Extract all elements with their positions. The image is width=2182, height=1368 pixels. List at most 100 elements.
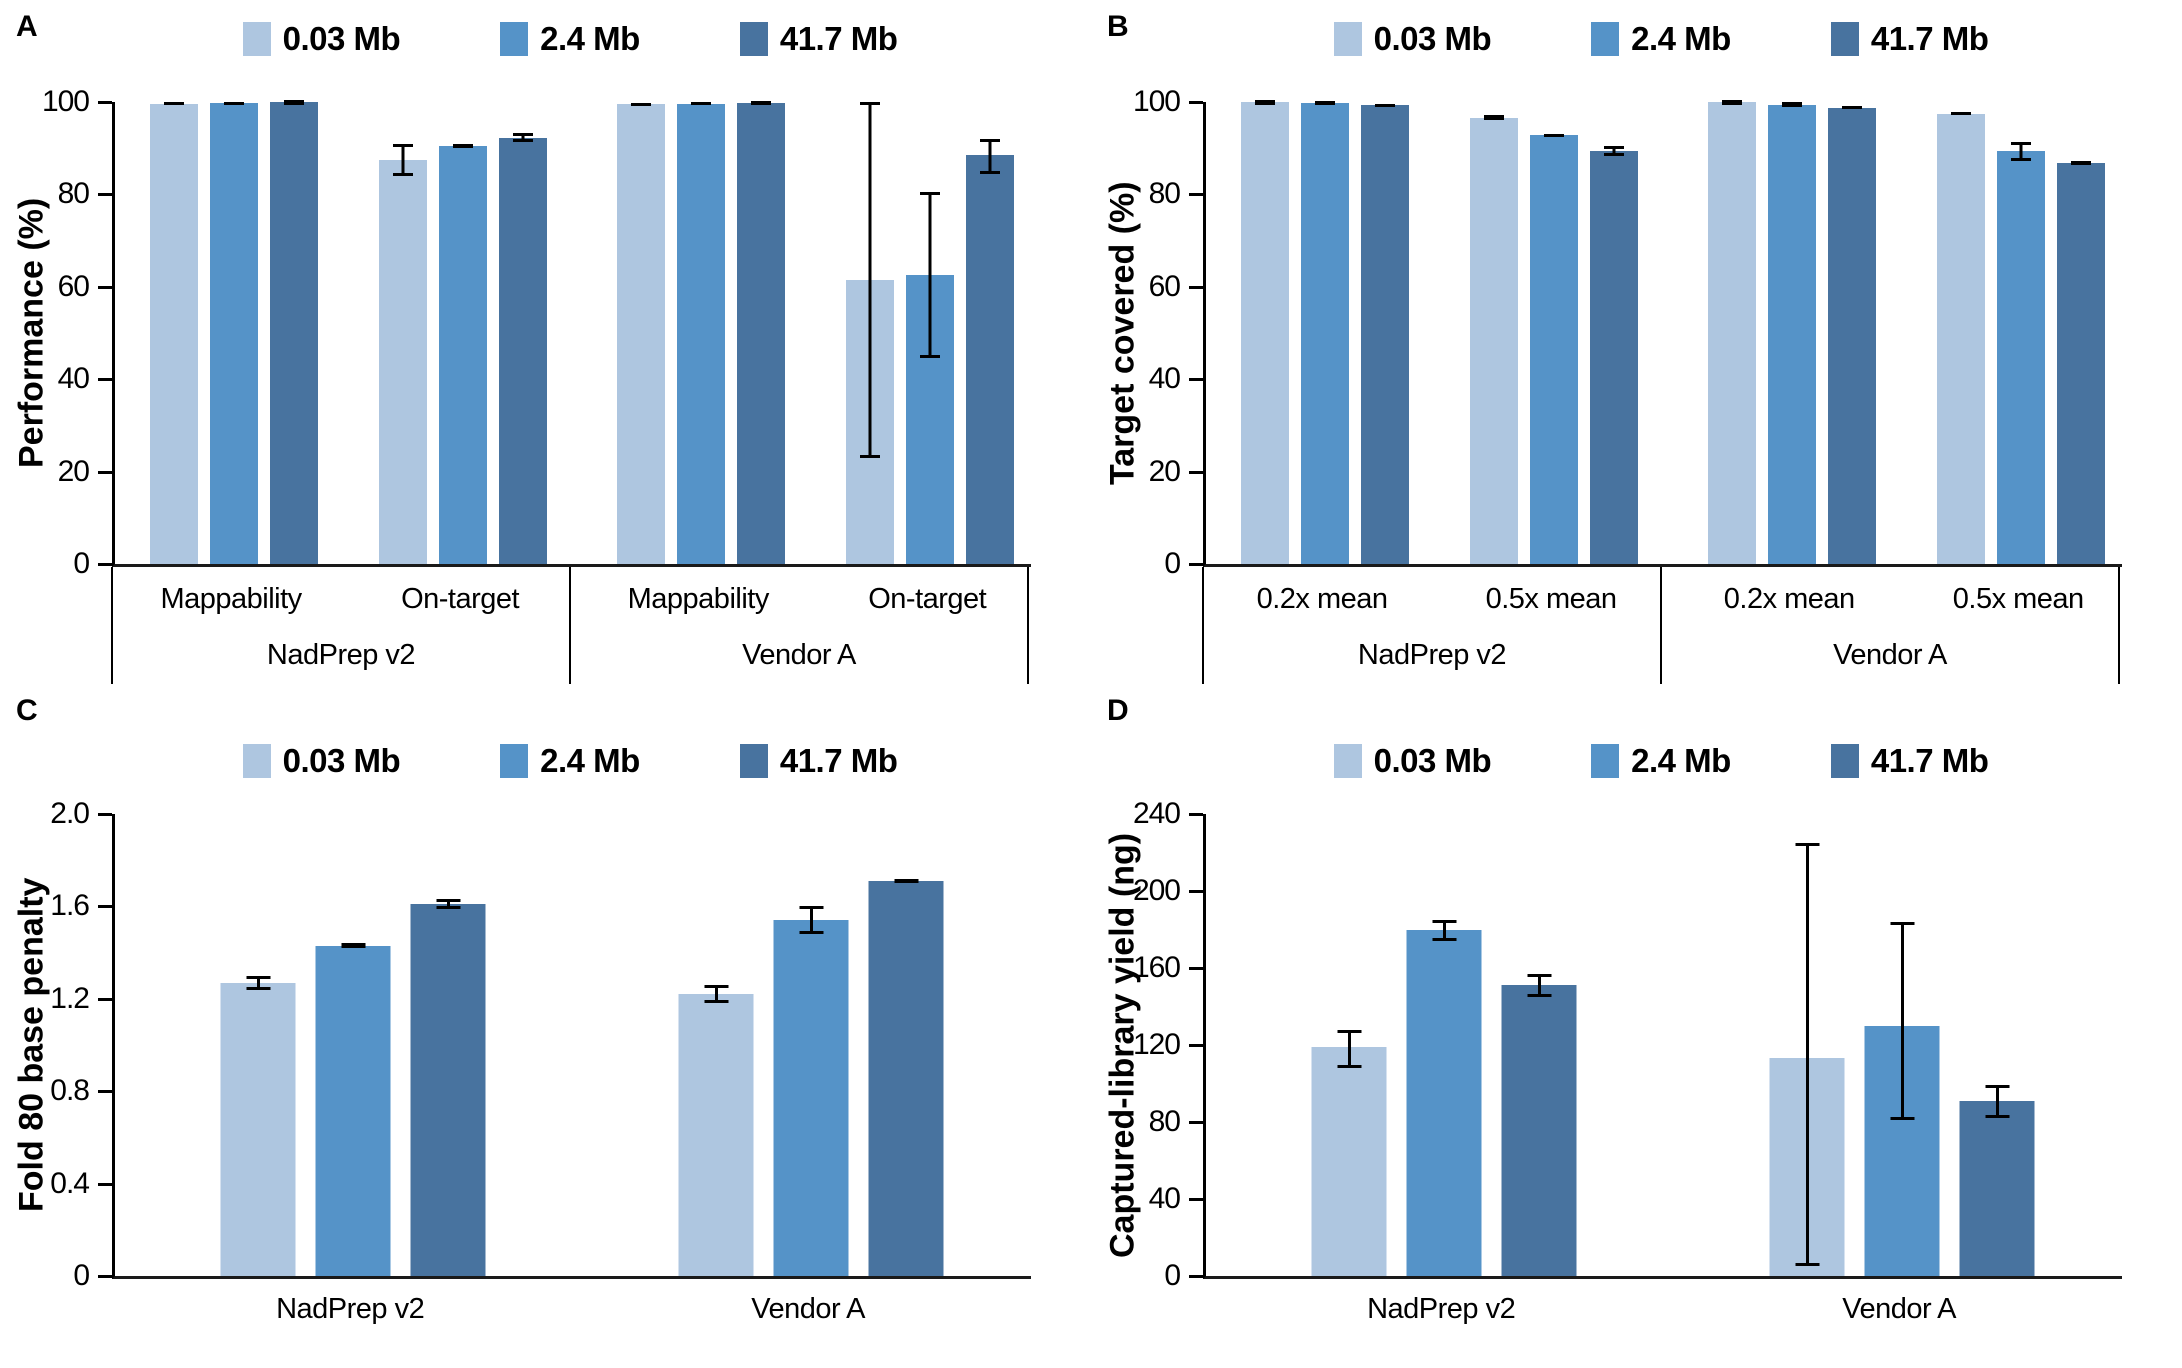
- group-label: NadPrep v2: [1357, 639, 1507, 671]
- error-bar-cap-top: [453, 143, 474, 147]
- bar-2-4-mb: [1301, 102, 1350, 564]
- bar-cluster: [1241, 99, 1410, 564]
- subgroup-label: 0.5x mean: [1952, 583, 2084, 615]
- y-axis-title: Fold 80 base penalty: [12, 877, 51, 1213]
- bar-slot: [1769, 814, 1845, 1276]
- bar-0-03-mb: [1937, 113, 1986, 564]
- legend-swatch-icon: [500, 744, 529, 778]
- error-bar-cap-bottom: [224, 101, 245, 105]
- legend: 0.03 Mb 2.4 Mb 41.7 Mb: [1203, 742, 2119, 780]
- bar-0-03-mb: [1470, 117, 1519, 564]
- bar-0-03-mb: [220, 982, 296, 1276]
- bar-0-03-mb: [678, 994, 754, 1276]
- error-bar-cap-bottom: [980, 170, 1001, 174]
- group-label: NadPrep v2: [266, 639, 416, 671]
- subgroup-label: On-target: [401, 583, 520, 615]
- legend-label: 2.4 Mb: [1631, 20, 1731, 57]
- bar-cluster: [1311, 814, 1577, 1276]
- bar-slot: [846, 102, 895, 564]
- plot-area: 0 40 80 120 160 200 240: [1133, 797, 2122, 1292]
- y-tick: [1189, 193, 1203, 197]
- y-tick: [98, 193, 112, 197]
- axis-divider: [2118, 567, 2120, 684]
- error-bar-cap-bottom: [631, 102, 652, 106]
- panel-d: D 0.03 Mb 2.4 Mb 41.7 Mb Captured-library yi…: [1091, 684, 2182, 1368]
- panel-b: B 0.03 Mb 2.4 Mb 41.7 Mb Target covered (%) 0…: [1091, 0, 2182, 684]
- y-tick: [1189, 470, 1203, 474]
- error-bar-cap-top: [860, 102, 881, 105]
- legend-label: 2.4 Mb: [540, 20, 640, 57]
- error-bar-cap-bottom: [1890, 1117, 1915, 1121]
- y-tick: [1189, 1198, 1203, 1202]
- error-bar-cap-bottom: [284, 100, 305, 104]
- error-bar-cap-bottom: [1842, 105, 1863, 109]
- bar-41-7-mb: [1501, 985, 1577, 1276]
- group-label: Vendor A: [742, 639, 856, 671]
- plot-area: 0 20 40 60 80 100: [1133, 85, 2122, 580]
- error-bar: [401, 143, 405, 176]
- error-bar-cap-bottom: [1544, 133, 1565, 137]
- bar-cluster: [1470, 102, 1639, 564]
- subgroup-label: 0.2x mean: [1723, 583, 1855, 615]
- y-tick: [1189, 563, 1203, 566]
- legend-swatch-icon: [1333, 22, 1362, 56]
- error-bar-cap-top: [1337, 1029, 1362, 1033]
- legend-item: 2.4 Mb: [500, 742, 640, 780]
- bar-slot: [1311, 814, 1387, 1276]
- bar-slot: [270, 100, 319, 564]
- error-bar: [1805, 842, 1809, 1267]
- error-bar-cap-bottom: [751, 100, 772, 104]
- bar-slot: [1937, 102, 1986, 564]
- bar-slot: [1768, 102, 1817, 564]
- legend-label: 41.7 Mb: [779, 20, 898, 57]
- legend-label: 0.03 Mb: [282, 742, 401, 779]
- subgroup-label: Mappability: [160, 583, 302, 615]
- bar-2-4-mb: [1768, 104, 1817, 564]
- error-bar-cap-bottom: [2071, 161, 2092, 165]
- error-bar-cap-bottom: [246, 986, 271, 990]
- error-bar-cap-top: [436, 899, 461, 903]
- bar-0-03-mb: [617, 104, 666, 564]
- error-bar-cap-top: [1484, 115, 1505, 119]
- error-bar: [1900, 921, 1904, 1121]
- error-bar: [256, 975, 260, 990]
- bar-slot: [410, 814, 486, 1276]
- y-tick-label: 160: [1132, 951, 1181, 985]
- bar-2-4-mb: [315, 945, 391, 1276]
- panel-letter: A: [16, 10, 38, 43]
- legend-label: 0.03 Mb: [1373, 20, 1492, 57]
- bar-slot: [499, 102, 548, 564]
- y-tick-label: 60: [57, 269, 90, 303]
- error-bar-cap-top: [1604, 146, 1625, 150]
- error-bar-cap-top: [1527, 973, 1552, 977]
- legend-item: 0.03 Mb: [242, 20, 401, 58]
- bar-41-7-mb: [410, 904, 486, 1276]
- legend-swatch-icon: [739, 744, 768, 778]
- panel-a: A 0.03 Mb 2.4 Mb 41.7 Mb Performance (%) 0 20 4…: [0, 0, 1091, 684]
- bar-2-4-mb: [1406, 929, 1482, 1276]
- panel-letter: D: [1107, 694, 1129, 727]
- bar-slot: [1361, 102, 1410, 564]
- error-bar: [2019, 142, 2023, 161]
- bar-slot: [1501, 814, 1577, 1276]
- legend-label: 41.7 Mb: [1870, 742, 1989, 779]
- legend-label: 2.4 Mb: [540, 742, 640, 779]
- bar-slot: [210, 101, 259, 564]
- bar-slot: [678, 814, 754, 1276]
- error-bar-cap-top: [341, 943, 366, 947]
- legend-item: 0.03 Mb: [1333, 742, 1492, 780]
- error-bar-cap-top: [1795, 842, 1820, 846]
- x-axis: NadPrep v2 Vendor A: [112, 1279, 1028, 1339]
- y-tick: [1189, 378, 1203, 382]
- bar-41-7-mb: [966, 155, 1015, 564]
- legend-item: 0.03 Mb: [1333, 20, 1492, 58]
- axis-divider: [111, 567, 113, 684]
- bar-0-03-mb: [1241, 102, 1290, 564]
- bar-slot: [1997, 102, 2046, 564]
- legend-swatch-icon: [1591, 744, 1620, 778]
- error-bar-cap-top: [1985, 1085, 2010, 1089]
- panel-letter: C: [16, 694, 38, 727]
- y-tick: [1189, 285, 1203, 289]
- bar-slot: [439, 102, 488, 564]
- error-bar: [928, 192, 932, 359]
